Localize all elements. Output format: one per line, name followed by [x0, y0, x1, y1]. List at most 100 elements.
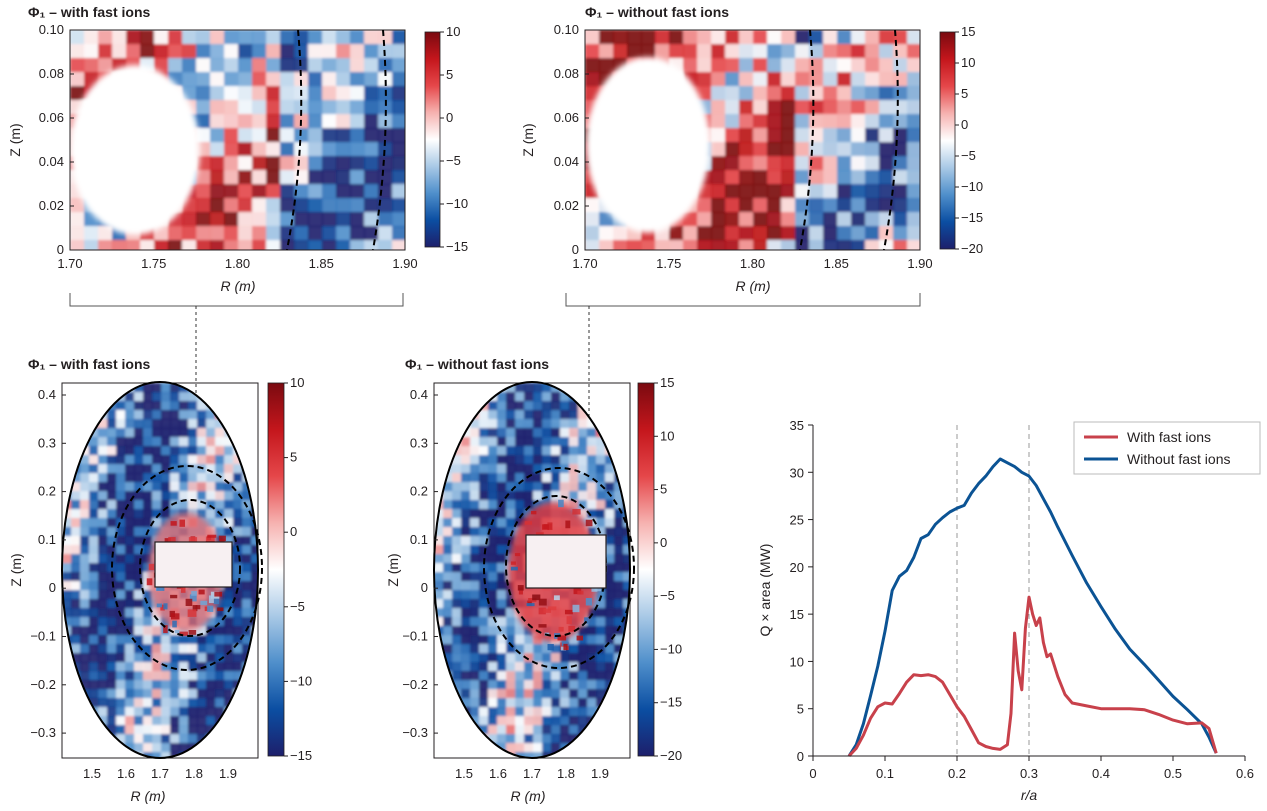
colorbar-tick-label: −15	[290, 748, 312, 763]
colorbar-tick-label: 10	[446, 24, 460, 39]
colorbar-tick-label: −10	[290, 673, 312, 688]
colorbar-bar	[267, 382, 285, 757]
x-tick-label: 1.80	[225, 256, 250, 271]
heatmap-top-with-fast-ions: Φ₁ – with fast ions 0 0.02 0.04 0.06 0.08 0.1…	[7, 4, 418, 294]
y-tick-label: 0.1	[410, 532, 428, 547]
y-tick-label: 0.4	[38, 387, 56, 402]
heatmap-top-with-fast-ions-field	[70, 30, 405, 250]
line-chart-legend: With fast ions Without fast ions	[1073, 421, 1261, 475]
y-tick-label: 0.10	[39, 22, 64, 37]
colorbar-tick-label: 5	[660, 482, 667, 497]
x-tick-label: 1.5	[455, 766, 473, 781]
flux-surface-line	[883, 29, 899, 251]
colorbar-tick-label: −5	[290, 599, 305, 614]
colorbar: 10 5 0 −5 −10 −15	[424, 24, 468, 254]
cross-section-with-fast-ions-ylabel: Z (m)	[8, 553, 24, 586]
y-tick-label: 0	[572, 242, 579, 257]
colorbar-bar	[637, 382, 655, 757]
y-tick-label: −0.1	[30, 629, 56, 644]
colorbar-tick-label: 0	[290, 524, 297, 539]
x-tick-label: 1.75	[141, 256, 166, 271]
zoom-bracket-right	[565, 293, 921, 307]
colorbar-tick-label: 0	[660, 535, 667, 550]
legend-label-with-fast-ions: With fast ions	[1127, 429, 1211, 445]
cross-section-with-fast-ions: Φ₁ – with fast ions 0.4 0.3 0.2 0.1 0 −0.1 −0.…	[8, 356, 263, 804]
series-line-with-fast-ions	[847, 595, 1218, 758]
line-chart-ylabel: Q × area (MW)	[757, 544, 773, 637]
cross-section-without-fast-ions-title: Φ₁ – without fast ions	[405, 356, 549, 372]
x-tick-label: 1.90	[907, 256, 932, 271]
cross-section-with-fast-ions-title: Φ₁ – with fast ions	[28, 356, 151, 372]
colorbar-tick-label: 0	[446, 110, 453, 125]
colorbar-tick-label: 0	[961, 117, 968, 132]
y-tick-label: 0.10	[554, 22, 579, 37]
colorbar-tick-label: −15	[660, 695, 682, 710]
colorbar: 15 10 5 0 −5 −10 −15 −20	[939, 24, 983, 256]
y-tick-label: 30	[790, 465, 804, 480]
colorbar-tick-label: 10	[290, 375, 304, 390]
colorbar-tick-label: 5	[290, 450, 297, 465]
y-tick-label: 0.06	[39, 110, 64, 125]
x-tick-label: 1.7	[523, 766, 541, 781]
y-tick-label: 0.02	[39, 198, 64, 213]
heatmap-top-without-fast-ions: Φ₁ – without fast ions 0 0.02 0.04 0.06 0.08…	[520, 4, 933, 294]
colorbar-bar	[939, 31, 956, 250]
colorbar-tick-label: −10	[961, 179, 983, 194]
colorbar-tick-label: 10	[961, 55, 975, 70]
heatmap-top-with-fast-ions-title: Φ₁ – with fast ions	[28, 4, 151, 20]
x-tick-label: 0.4	[1092, 766, 1110, 781]
x-tick-label: 1.85	[309, 256, 334, 271]
colorbar-tick-label: −5	[660, 588, 675, 603]
y-tick-label: −0.3	[402, 725, 428, 740]
x-tick-label: 1.90	[392, 256, 417, 271]
y-tick-label: 20	[790, 560, 804, 575]
x-tick-label: 0.3	[1020, 766, 1038, 781]
zoom-region-box	[525, 534, 607, 589]
x-tick-label: 0.6	[1236, 766, 1254, 781]
x-tick-label: 1.9	[219, 766, 237, 781]
x-tick-label: 1.70	[57, 256, 82, 271]
plasma-boundary	[61, 381, 259, 759]
x-tick-label: 1.85	[824, 256, 849, 271]
x-tick-label: 1.75	[656, 256, 681, 271]
y-tick-label: 0.3	[410, 435, 428, 450]
y-tick-label: −0.2	[402, 677, 428, 692]
flux-surface-inner	[139, 499, 241, 637]
x-tick-label: 0	[809, 766, 816, 781]
x-tick-label: 1.6	[117, 766, 135, 781]
colorbar: 15 10 5 0 −5 −10 −15 −20	[637, 375, 682, 763]
x-tick-label: 1.7	[151, 766, 169, 781]
cross-section-without-fast-ions-xlabel: R (m)	[511, 788, 546, 804]
x-tick-label: 1.6	[489, 766, 507, 781]
colorbar-tick-label: 10	[660, 428, 674, 443]
flux-surface-outer	[483, 467, 635, 669]
y-tick-label: −0.3	[30, 725, 56, 740]
y-tick-label: 0	[49, 580, 56, 595]
heatmap-top-without-fast-ions-title: Φ₁ – without fast ions	[585, 4, 729, 20]
plasma-boundary	[433, 381, 631, 759]
y-tick-label: 0	[797, 749, 804, 764]
series-line-without-fast-ions	[847, 457, 1218, 757]
y-tick-label: 0.08	[39, 66, 64, 81]
y-tick-label: 0.04	[554, 154, 579, 169]
x-tick-label: 0.2	[948, 766, 966, 781]
cross-section-without-fast-ions-ylabel: Z (m)	[385, 553, 401, 586]
x-tick-label: 1.9	[591, 766, 609, 781]
flux-surface-line	[372, 29, 387, 251]
line-chart-xlabel: r/a	[1021, 787, 1038, 803]
colorbar-tick-label: −5	[446, 153, 461, 168]
colorbar-tick-label: 5	[961, 86, 968, 101]
y-tick-label: 0.08	[554, 66, 579, 81]
cross-section-without-fast-ions: Φ₁ – without fast ions 0.4 0.3 0.2 0.1 0 −0.1…	[385, 356, 635, 804]
colorbar-tick-label: −15	[961, 210, 983, 225]
cross-section-with-fast-ions-xlabel: R (m)	[131, 788, 166, 804]
y-tick-label: 0.2	[38, 484, 56, 499]
heatmap-top-without-fast-ions-field	[585, 30, 920, 250]
x-tick-label: 1.8	[185, 766, 203, 781]
flux-surface-line	[286, 29, 303, 251]
heatmap-top-without-fast-ions-xlabel: R (m)	[736, 278, 771, 294]
colorbar-tick-label: −10	[660, 641, 682, 656]
x-tick-label: 0.1	[876, 766, 894, 781]
y-tick-label: 35	[790, 418, 804, 433]
